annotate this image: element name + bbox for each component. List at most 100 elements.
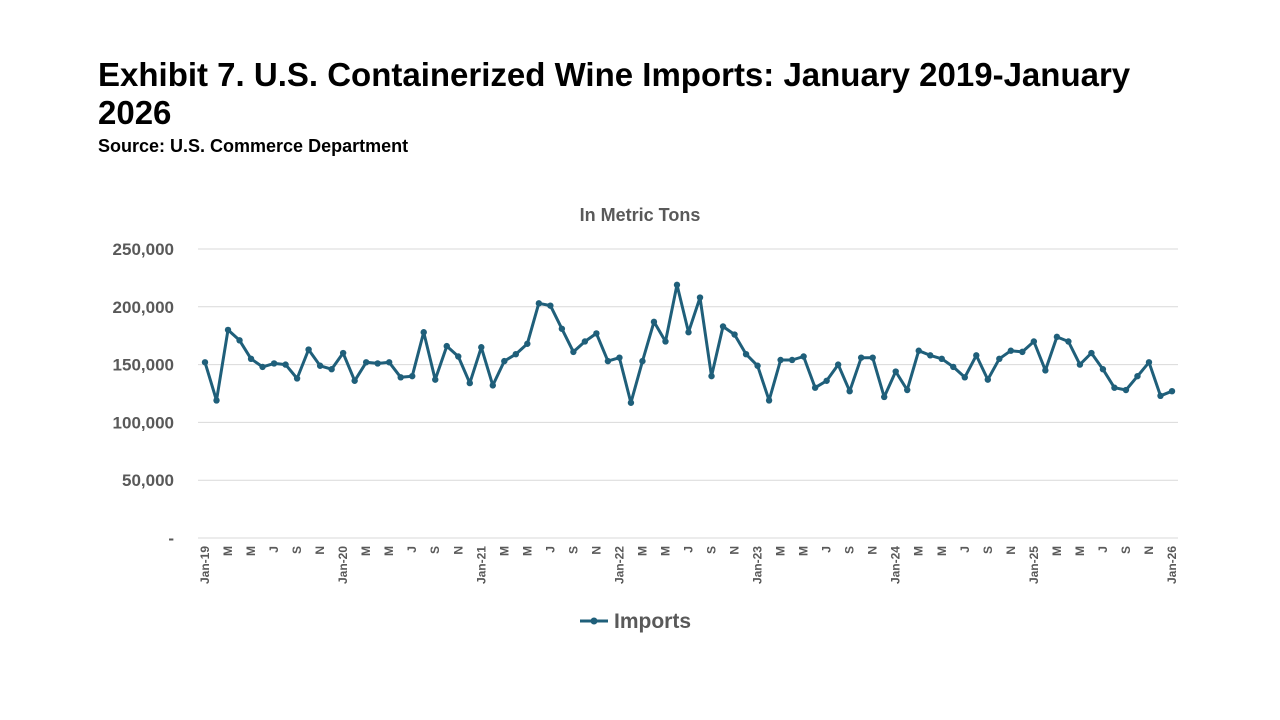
- data-point: [765, 397, 773, 404]
- data-point: [881, 393, 888, 401]
- data-point: [1076, 361, 1084, 368]
- x-tick-label: M: [520, 546, 534, 556]
- data-point: [1030, 338, 1038, 345]
- data-point: [409, 372, 416, 380]
- data-point: [581, 338, 589, 345]
- data-point: [201, 359, 209, 366]
- data-point: [1099, 366, 1107, 373]
- data-point: [455, 353, 462, 360]
- data-point: [604, 357, 612, 365]
- x-tick-label: M: [221, 546, 235, 556]
- data-point: [834, 361, 842, 368]
- x-tick-label: J: [958, 546, 972, 553]
- y-axis-ticks: - 50,000 100,000 150,000 200,000 250,000: [113, 240, 174, 548]
- x-tick-label: Jan-23: [751, 546, 765, 584]
- x-tick-label: J: [405, 546, 419, 553]
- data-point: [650, 318, 658, 326]
- data-point: [639, 357, 646, 365]
- data-point: [443, 342, 450, 350]
- data-point: [627, 399, 635, 406]
- y-tick-label: 250,000: [113, 240, 174, 259]
- data-point: [719, 323, 727, 330]
- x-tick-label: M: [797, 546, 811, 556]
- x-tick-label: Jan-22: [612, 546, 626, 584]
- data-point: [742, 350, 750, 358]
- data-point: [904, 386, 911, 394]
- data-point: [1145, 359, 1153, 366]
- x-tick-label: M: [658, 546, 672, 556]
- y-tick-label: 200,000: [113, 298, 174, 317]
- x-tick-label: N: [1004, 546, 1018, 555]
- data-point: [282, 361, 289, 368]
- data-point: [1053, 333, 1061, 341]
- data-point: [1157, 392, 1164, 400]
- x-tick-label: N: [1142, 546, 1156, 555]
- x-tick-label: Jan-26: [1165, 546, 1179, 584]
- y-tick-label: 150,000: [113, 356, 174, 375]
- x-tick-label: N: [728, 546, 742, 555]
- x-tick-label: Jan-24: [889, 546, 903, 584]
- data-point: [293, 375, 301, 382]
- data-point: [973, 352, 980, 359]
- data-point: [996, 355, 1003, 363]
- data-point: [558, 325, 566, 332]
- x-tick-label: M: [1073, 546, 1087, 556]
- x-tick-label: M: [244, 546, 258, 556]
- data-point: [708, 372, 715, 380]
- data-point: [236, 337, 243, 344]
- legend: Imports: [580, 610, 691, 633]
- x-tick-label: N: [451, 546, 465, 555]
- data-point: [1065, 338, 1072, 345]
- data-point: [489, 382, 496, 389]
- x-tick-label: M: [935, 546, 949, 556]
- data-point: [685, 329, 692, 336]
- x-tick-label: J: [1096, 546, 1110, 553]
- data-point: [1088, 349, 1095, 357]
- y-tick-label: -: [168, 529, 174, 548]
- data-point: [731, 331, 738, 338]
- data-point: [570, 348, 577, 356]
- data-point: [478, 344, 485, 351]
- data-point: [385, 359, 393, 366]
- data-point: [593, 330, 600, 337]
- data-point: [374, 360, 381, 367]
- data-point: [351, 377, 358, 384]
- data-point: [362, 359, 370, 366]
- data-point: [247, 355, 255, 363]
- data-point: [1019, 348, 1026, 356]
- x-tick-label: N: [866, 546, 880, 555]
- data-point: [788, 356, 796, 364]
- data-point: [673, 281, 681, 289]
- x-tick-label: J: [682, 546, 696, 553]
- x-tick-label: M: [382, 546, 396, 556]
- data-point: [915, 347, 922, 354]
- data-point: [857, 354, 865, 361]
- data-point: [696, 294, 704, 301]
- series-line-imports: [203, 283, 1173, 405]
- data-point: [466, 379, 473, 387]
- chart-subtitle: In Metric Tons: [580, 205, 701, 225]
- x-tick-label: M: [774, 546, 788, 556]
- data-point: [961, 374, 968, 381]
- x-tick-label: N: [589, 546, 603, 555]
- data-point: [823, 377, 830, 384]
- data-point: [811, 384, 819, 391]
- data-point: [339, 349, 347, 357]
- data-point: [432, 376, 439, 383]
- data-point: [512, 350, 520, 358]
- x-tick-label: J: [543, 546, 557, 553]
- x-tick-label: M: [1050, 546, 1064, 556]
- data-point: [754, 362, 761, 369]
- x-tick-label: S: [290, 546, 304, 554]
- x-tick-label: Jan-20: [336, 546, 350, 584]
- data-point: [1042, 367, 1049, 374]
- y-tick-label: 100,000: [113, 413, 174, 432]
- y-tick-label: 50,000: [122, 471, 174, 490]
- gridlines: [198, 248, 1178, 539]
- data-point: [1007, 347, 1015, 354]
- data-point: [846, 387, 853, 395]
- x-tick-label: M: [359, 546, 373, 556]
- data-point: [662, 338, 669, 345]
- series-imports: [201, 281, 1176, 406]
